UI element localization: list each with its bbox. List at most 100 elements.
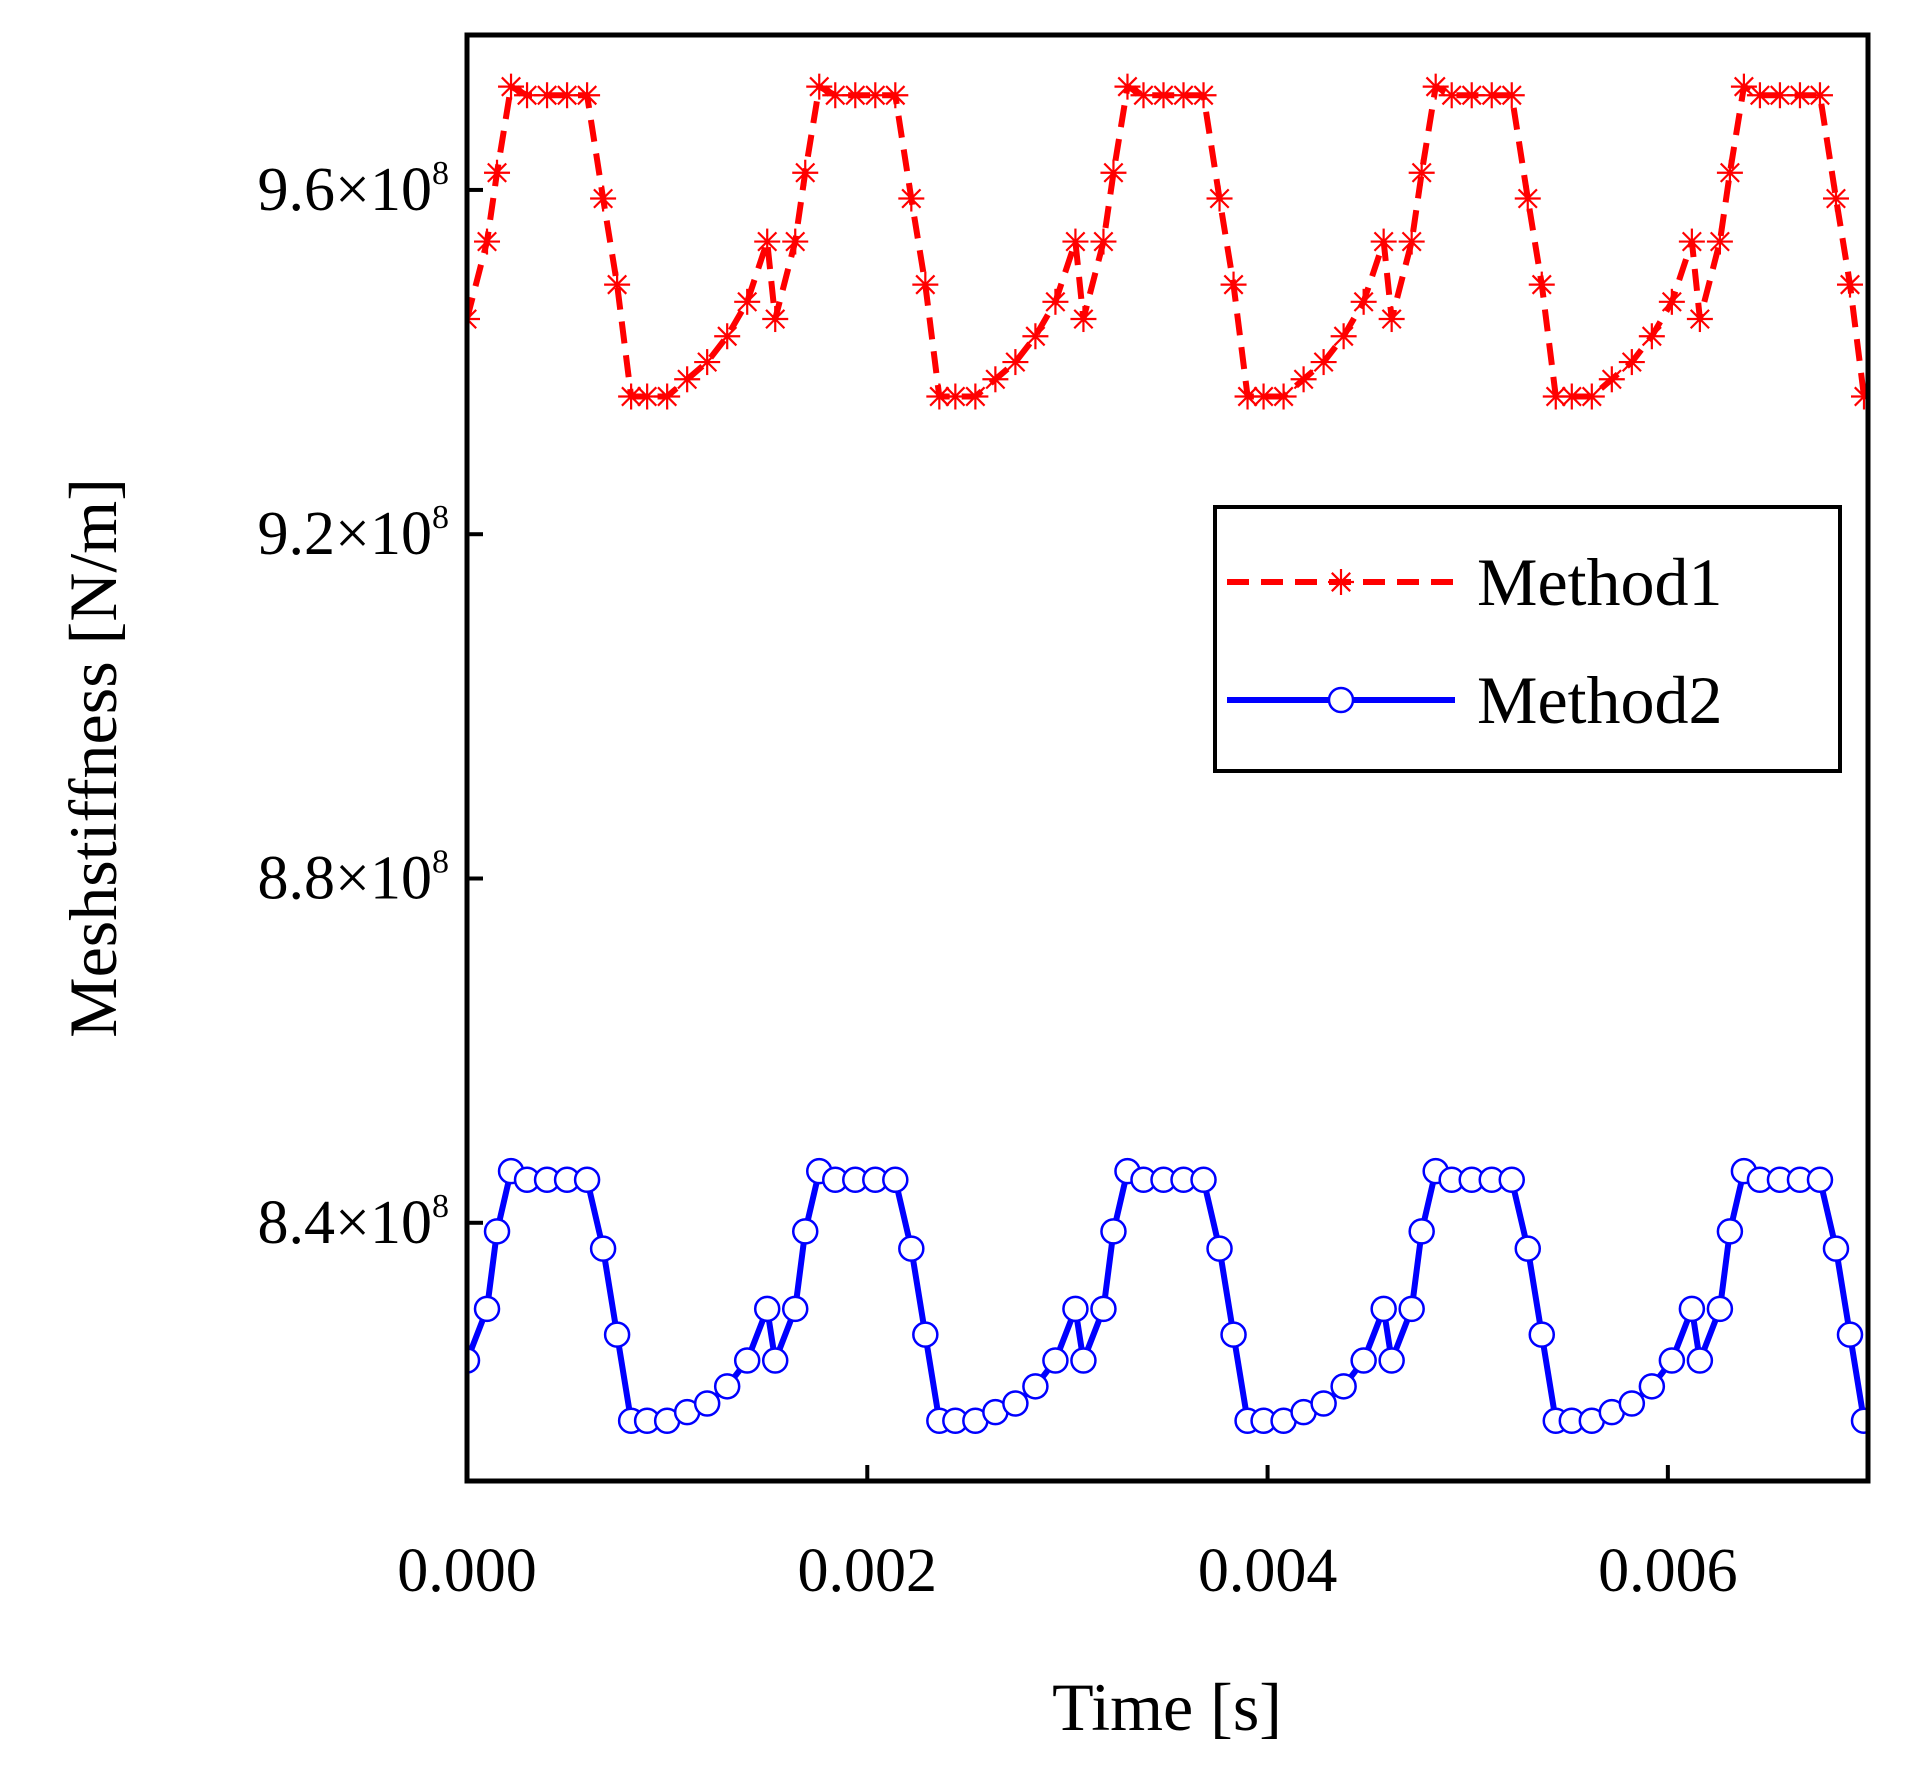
- data-point-method2: [1686, 1347, 1714, 1374]
- data-point-method1: [1618, 349, 1645, 376]
- data-point-method1: [1070, 306, 1097, 333]
- data-point-method1: [554, 82, 581, 109]
- data-point-method1: [1686, 306, 1713, 333]
- y-tick-base: ×10: [335, 845, 432, 913]
- legend-label: Method1: [1477, 544, 1723, 620]
- data-point-method2: [1190, 1166, 1217, 1193]
- x-tick-label: 0.002: [798, 1537, 938, 1605]
- legend-box: [1213, 505, 1842, 773]
- data-point-method1: [1090, 228, 1117, 255]
- data-point-method1: [1022, 323, 1049, 350]
- data-point-method2: [1002, 1390, 1029, 1417]
- data-point-method1: [574, 82, 601, 109]
- x-tick-label: 0.000: [397, 1537, 537, 1605]
- data-point-method2: [1716, 1218, 1744, 1245]
- data-point-method2: [791, 1218, 819, 1245]
- data-point-method2: [1090, 1295, 1117, 1323]
- data-point-method2: [467, 1347, 481, 1374]
- data-point-method1: [842, 82, 869, 109]
- data-point-method2: [1070, 1347, 1097, 1374]
- data-point-method1: [654, 383, 681, 410]
- data-point-method1: [694, 349, 721, 376]
- data-point-method1: [484, 159, 511, 186]
- legend: Method1 Method2: [1213, 505, 1842, 773]
- data-point-method2: [483, 1218, 511, 1245]
- x-tick-label: 0.006: [1598, 1537, 1738, 1605]
- data-point-method1: [1002, 349, 1029, 376]
- data-point-method1: [1498, 82, 1525, 109]
- data-point-method2: [1370, 1295, 1397, 1323]
- data-point-method2: [573, 1166, 601, 1193]
- data-point-method1: [1786, 82, 1813, 109]
- data-point-method1: [467, 306, 480, 333]
- y-tick-label: 9.6×108: [258, 155, 449, 224]
- data-point-method1: [1042, 288, 1069, 315]
- data-point-method2: [713, 1373, 741, 1400]
- data-point-method2: [1206, 1235, 1233, 1262]
- data-point-method1: [1598, 366, 1625, 393]
- data-point-method1: [1438, 82, 1465, 109]
- data-point-method1: [1206, 185, 1233, 212]
- data-point-method1: [782, 228, 809, 255]
- y-tick-mantissa: 8.8: [258, 845, 336, 913]
- data-point-method2: [1498, 1166, 1525, 1193]
- data-point-method1: [1678, 228, 1705, 255]
- data-point-method1: [1806, 82, 1833, 109]
- data-point-method2: [1042, 1347, 1069, 1374]
- x-tick-label: 0.004: [1198, 1537, 1338, 1605]
- data-point-method1: [1270, 383, 1297, 410]
- data-point-method1: [1746, 82, 1773, 109]
- data-point-method1: [1822, 185, 1849, 212]
- y-tick-label: 9.2×108: [258, 499, 449, 568]
- y-tick-label: 8.8×108: [258, 844, 449, 913]
- data-point-method2: [898, 1235, 925, 1262]
- plot-area-frame: [464, 32, 1871, 1484]
- data-point-method2: [693, 1390, 721, 1417]
- data-point-method1: [898, 185, 925, 212]
- data-point-method1: [1398, 228, 1425, 255]
- data-point-method2: [761, 1347, 789, 1374]
- data-point-method2: [1330, 1373, 1357, 1400]
- data-point-method2: [1310, 1390, 1337, 1417]
- data-point-method1: [882, 82, 909, 109]
- data-point-method1: [792, 159, 819, 186]
- data-point-method1: [1638, 323, 1665, 350]
- data-point-method2: [473, 1295, 501, 1323]
- y-tick-base: ×10: [335, 500, 432, 568]
- data-point-method1: [1706, 228, 1733, 255]
- data-point-method1: [1114, 73, 1141, 100]
- data-point-method2: [589, 1235, 617, 1262]
- data-point-method1: [1850, 383, 1868, 410]
- data-point-method2: [1408, 1218, 1435, 1245]
- data-point-method1: [1408, 159, 1435, 186]
- data-point-method2: [1062, 1295, 1089, 1323]
- data-point-method2: [781, 1295, 809, 1323]
- legend-swatch-marker: [1327, 686, 1355, 714]
- data-point-method2: [1618, 1390, 1646, 1417]
- y-tick-mantissa: 9.6: [258, 156, 336, 224]
- data-point-method2: [733, 1347, 761, 1374]
- data-point-method1: [912, 271, 939, 298]
- data-point-method2: [1806, 1166, 1834, 1193]
- data-point-method2: [1100, 1218, 1127, 1245]
- data-point-method2: [1638, 1373, 1666, 1400]
- data-point-method1: [1578, 383, 1605, 410]
- x-axis-title: Time [s]: [1052, 1669, 1282, 1745]
- y-tick-exponent: 8: [432, 1188, 449, 1225]
- data-point-method1: [1422, 73, 1449, 100]
- data-point-method1: [604, 271, 631, 298]
- data-point-method2: [1706, 1295, 1734, 1323]
- data-point-method1: [1310, 349, 1337, 376]
- data-point-method2: [1350, 1347, 1377, 1374]
- data-point-method2: [1678, 1295, 1706, 1323]
- data-point-method1: [962, 383, 989, 410]
- data-point-method2: [1398, 1295, 1425, 1323]
- data-point-method2: [1836, 1321, 1864, 1348]
- y-tick-exponent: 8: [432, 844, 449, 881]
- data-point-method1: [1370, 228, 1397, 255]
- data-point-method1: [982, 366, 1009, 393]
- data-point-method1: [1716, 159, 1743, 186]
- y-tick-exponent: 8: [432, 499, 449, 536]
- data-point-method1: [1836, 271, 1863, 298]
